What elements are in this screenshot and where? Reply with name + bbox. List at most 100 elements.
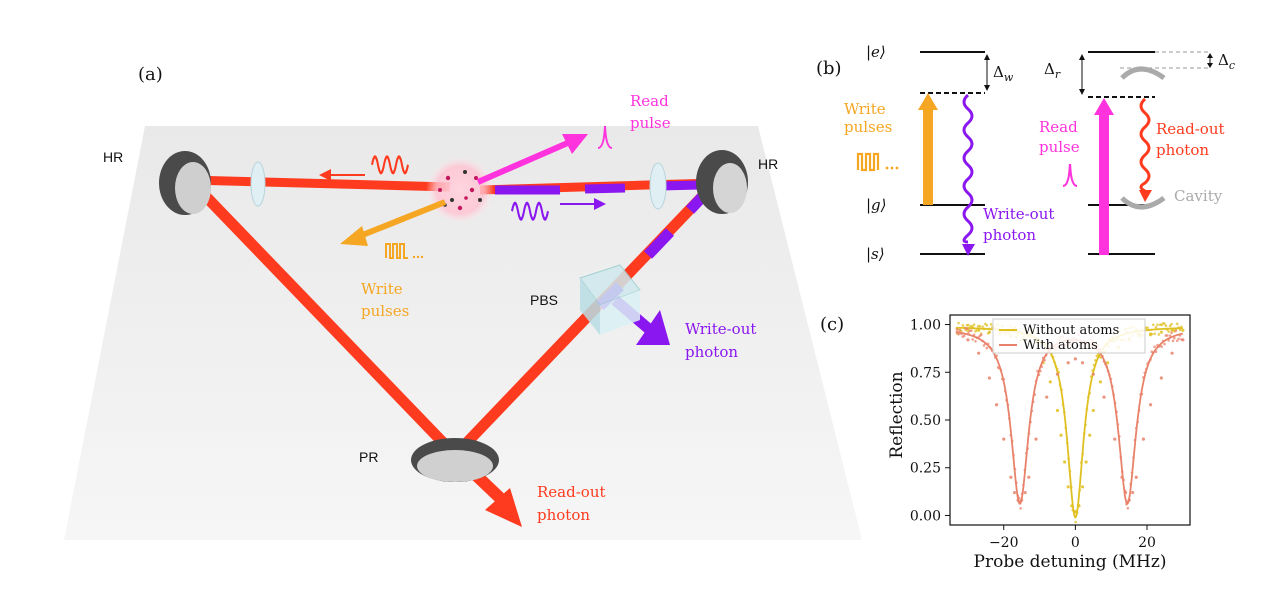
write-pulse-arrow [918,93,938,205]
label-write-out-1: Write-out [685,320,756,338]
data-point [1153,345,1156,349]
data-point [1131,490,1135,495]
data-point [1095,354,1099,358]
label-write-pulses-1: Write [361,280,403,298]
data-point [1154,325,1158,329]
b-read-pulse-1: Read [1039,118,1078,136]
data-point [1048,380,1052,384]
data-point [1173,336,1176,340]
panel-b: (b) |e⟩ |g⟩ |s⟩ Δw Write pulses Write-ou… [816,43,1235,263]
data-point [1002,437,1006,441]
data-point [994,403,999,407]
data-point [1088,433,1092,437]
data-point [1168,334,1172,337]
delta-w-marker [984,54,990,91]
chart-xlabel: Probe detuning (MHz) [974,552,1167,572]
label-hr-right: HR [758,156,778,172]
y-tick-label: 0.75 [910,365,941,381]
data-point [1170,331,1173,335]
data-point [955,328,959,331]
data-point [965,327,969,330]
data-point [1181,328,1185,332]
data-point [1080,485,1085,489]
write-beam [340,199,447,259]
data-point [1151,323,1155,327]
data-point [1178,328,1182,332]
b-write-pulses-glyph [856,152,880,172]
data-point [1059,433,1063,437]
delta-r: Δr [1044,60,1061,81]
b-read-pulse-2: pulse [1039,138,1080,156]
data-point [1027,475,1031,479]
data-point [967,323,970,327]
beam-top-left [189,175,451,192]
label-read-out-2: photon [537,506,590,524]
data-point [1175,322,1179,326]
waveplate-left [250,161,266,207]
b-write-out-2: photon [983,226,1036,244]
data-point [1167,330,1171,333]
data-point [966,338,970,342]
delta-c: Δc [1218,51,1235,72]
data-point [1080,361,1085,365]
data-point [1180,338,1183,341]
data-point [1153,332,1156,335]
panel-b-label: (b) [816,58,842,79]
read-beam [476,125,613,185]
x-tick-label: 0 [1071,535,1080,551]
data-point [1091,372,1095,376]
b-read-pulse-glyph [1062,163,1078,188]
atomic-cloud [426,156,494,224]
data-point [1177,337,1180,341]
data-point [1141,437,1146,441]
data-point [1019,507,1022,510]
y-tick-label: 0.25 [910,461,941,477]
data-point [1074,520,1077,524]
fit-curve [957,326,1183,519]
b-cavity-label: Cavity [1174,187,1223,205]
b-write-out-1: Write-out [983,205,1054,223]
ket-s: |s⟩ [866,245,885,263]
data-point [1157,333,1161,336]
mirror-hr-left [159,151,211,215]
legend-box [992,318,1146,354]
data-point [978,324,982,328]
data-point [1055,408,1060,413]
data-point [957,332,960,336]
y-tick-label: 0.50 [910,413,941,429]
data-point [972,323,976,326]
data-point [989,322,993,326]
data-point [1055,372,1060,376]
beam-right-purple-2 [644,228,674,259]
data-point [1156,323,1159,327]
data-point [957,321,960,325]
data-point [1175,339,1179,343]
data-point [1106,361,1110,365]
panel-a: (a) [64,64,862,540]
label-write-pulses-2: pulses [361,302,409,320]
b-read-out-1: Read-out [1156,120,1225,138]
data-point [1166,334,1169,337]
data-point [985,324,989,327]
data-point [1126,506,1130,510]
cavity-arc-bottom [1120,195,1166,210]
b-write-pulses-1: Write [844,100,886,118]
data-point [1134,475,1138,479]
delta-w: Δw [993,63,1014,84]
data-point [1160,345,1163,348]
data-point [987,376,992,380]
data-point [1091,408,1095,413]
data-point [1159,330,1163,334]
y-tick-label: 0.00 [910,508,941,524]
data-point [1098,380,1103,384]
label-read-pulse-2: pulse [630,114,671,132]
data-point [1084,460,1088,464]
b-read-out-2: photon [1156,141,1209,159]
write-pulses-glyph [385,243,408,259]
data-point [1163,322,1166,325]
read-out-wave-packet [319,155,409,181]
data-point [1034,437,1038,441]
data-point [1174,329,1178,332]
y-tick-label: 1.00 [910,318,941,334]
data-point [982,344,986,347]
